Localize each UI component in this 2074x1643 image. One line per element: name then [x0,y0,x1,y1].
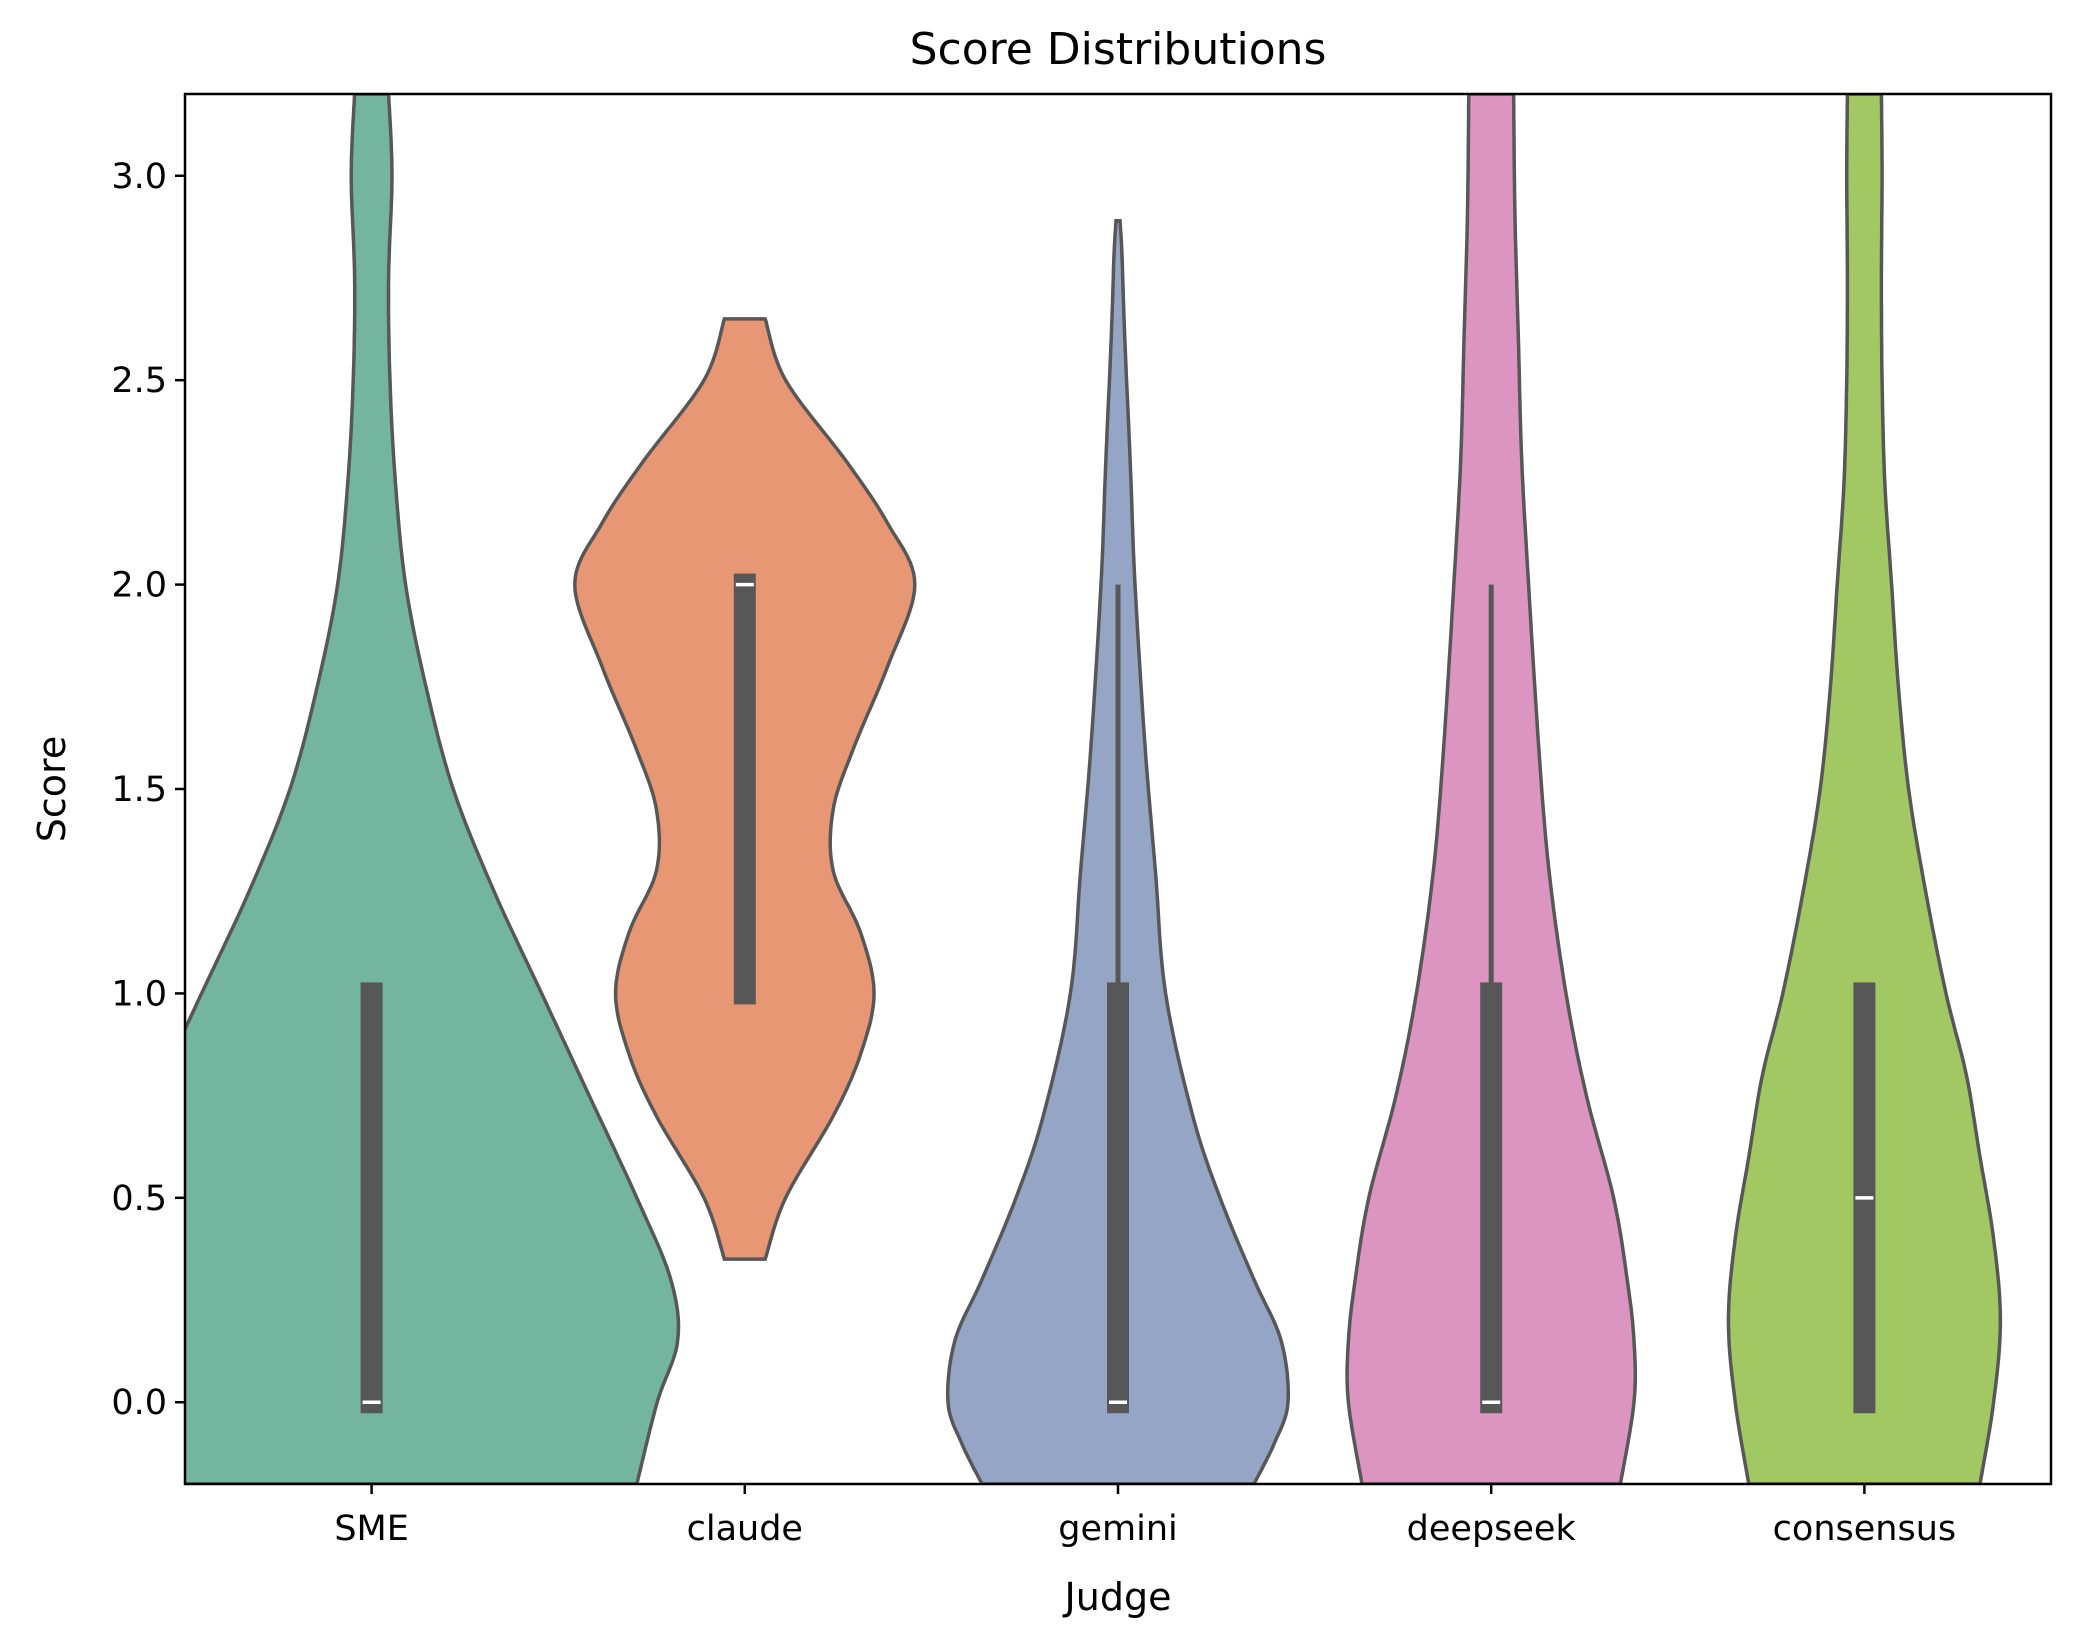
x-axis: SME claude gemini deepseek consensus [334,1484,1956,1549]
y-tick-label: 0.0 [111,1383,167,1423]
violin-body-SME [185,94,681,1484]
x-axis-label: Judge [1063,1575,1172,1619]
y-tick-label: 0.5 [111,1179,167,1219]
violin-iqr-box [1480,982,1503,1414]
y-tick-label: 3.0 [111,157,167,197]
y-axis-label: Score [30,736,74,842]
y-tick-label: 2.0 [111,566,167,606]
x-tick-label: deepseek [1407,1509,1577,1549]
x-tick-label: SME [334,1509,409,1549]
y-axis: 0.0 0.5 1.0 1.5 2.0 2.5 3.0 [111,157,185,1423]
x-tick-label: gemini [1058,1509,1177,1549]
x-tick-label: consensus [1773,1509,1956,1549]
y-tick-label: 1.5 [111,770,167,810]
violin-iqr-box [360,982,383,1414]
violin-iqr-box [1107,982,1129,1414]
violins-group [185,94,2003,1484]
y-tick-label: 1.0 [111,974,167,1014]
violin-iqr-box [733,573,756,1005]
x-tick-label: claude [687,1509,803,1549]
chart-title: Score Distributions [910,24,1327,75]
y-tick-label: 2.5 [111,361,167,401]
violin-body-consensus [1726,94,2003,1484]
